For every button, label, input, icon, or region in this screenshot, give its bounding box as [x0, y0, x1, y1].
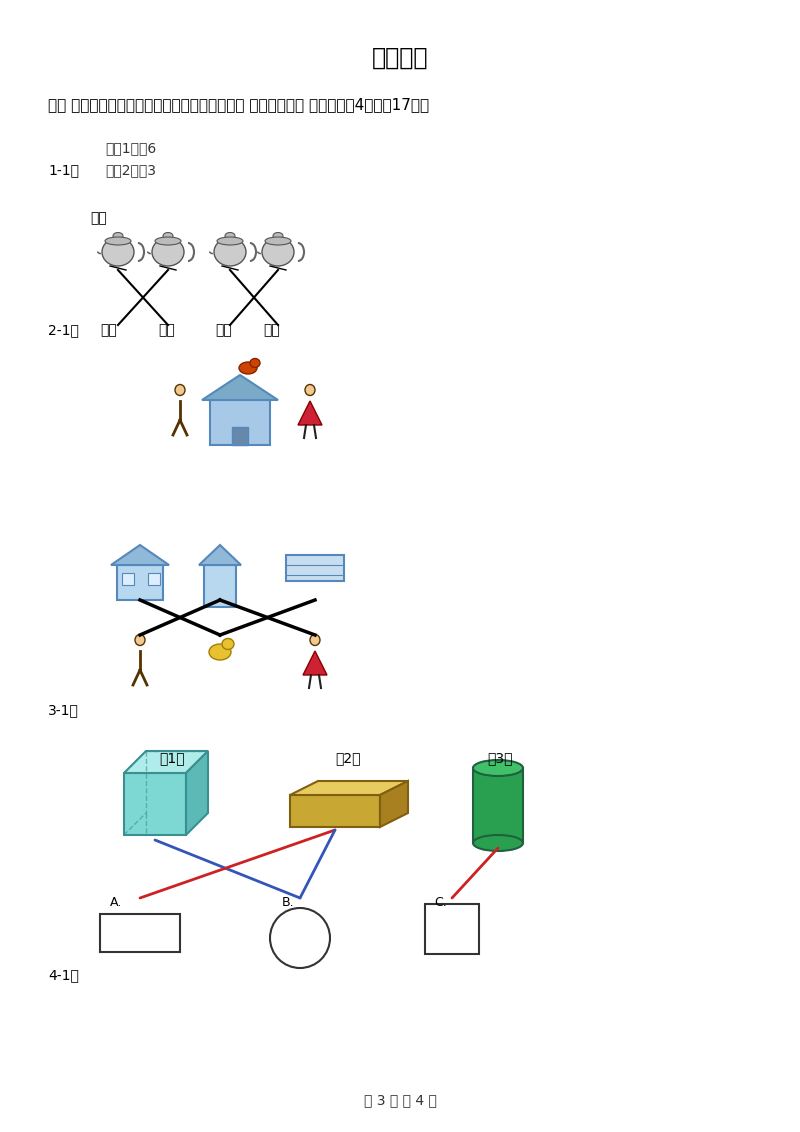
Ellipse shape — [102, 238, 134, 266]
Text: （3）: （3） — [487, 751, 513, 765]
Text: 小蕉: 小蕉 — [158, 323, 174, 337]
FancyBboxPatch shape — [122, 573, 134, 585]
Text: （2）: （2） — [335, 751, 361, 765]
Ellipse shape — [473, 835, 523, 851]
FancyBboxPatch shape — [117, 565, 163, 600]
Ellipse shape — [239, 362, 257, 374]
Ellipse shape — [105, 237, 131, 245]
FancyBboxPatch shape — [286, 555, 344, 581]
Circle shape — [270, 908, 330, 968]
Polygon shape — [124, 751, 208, 773]
Polygon shape — [186, 751, 208, 835]
Text: 参考答案: 参考答案 — [372, 46, 428, 70]
FancyBboxPatch shape — [425, 904, 479, 954]
Text: 解：: 解： — [90, 211, 106, 225]
Polygon shape — [199, 544, 241, 565]
Ellipse shape — [135, 635, 145, 645]
Text: 《第2空》3: 《第2空》3 — [105, 163, 156, 177]
Ellipse shape — [217, 237, 243, 245]
Ellipse shape — [222, 638, 234, 650]
Ellipse shape — [209, 644, 231, 660]
Text: 小红: 小红 — [263, 323, 280, 337]
Polygon shape — [202, 375, 278, 400]
Ellipse shape — [250, 359, 260, 368]
Text: 3-1、: 3-1、 — [48, 703, 79, 717]
Polygon shape — [124, 773, 186, 835]
Polygon shape — [380, 781, 408, 827]
FancyBboxPatch shape — [204, 565, 236, 607]
Ellipse shape — [473, 760, 523, 777]
FancyBboxPatch shape — [232, 427, 248, 445]
Ellipse shape — [305, 385, 315, 395]
Ellipse shape — [163, 232, 173, 240]
Ellipse shape — [262, 238, 294, 266]
Text: C.: C. — [434, 895, 446, 909]
Ellipse shape — [175, 385, 185, 395]
Text: 4-1、: 4-1、 — [48, 968, 79, 981]
Polygon shape — [298, 401, 322, 424]
Text: 《第1空》6: 《第1空》6 — [105, 142, 156, 155]
FancyBboxPatch shape — [210, 400, 270, 445]
Text: （1）: （1） — [159, 751, 185, 765]
Polygon shape — [303, 651, 327, 675]
Text: B.: B. — [282, 895, 294, 909]
Ellipse shape — [152, 238, 184, 266]
Ellipse shape — [214, 238, 246, 266]
FancyBboxPatch shape — [100, 914, 180, 952]
Ellipse shape — [155, 237, 181, 245]
Ellipse shape — [265, 237, 291, 245]
Polygon shape — [290, 781, 408, 795]
Text: 小军: 小军 — [100, 323, 117, 337]
Ellipse shape — [225, 232, 235, 240]
Text: 1-1、: 1-1、 — [48, 163, 79, 177]
Ellipse shape — [113, 232, 123, 240]
Ellipse shape — [273, 232, 283, 240]
Text: A.: A. — [110, 895, 122, 909]
Text: 小明: 小明 — [215, 323, 232, 337]
Ellipse shape — [310, 635, 320, 645]
Polygon shape — [290, 795, 380, 827]
Polygon shape — [111, 544, 169, 565]
Text: 2-1、: 2-1、 — [48, 323, 79, 337]
Text: 第 3 页 共 4 页: 第 3 页 共 4 页 — [363, 1094, 437, 1107]
Text: 一、 北师大版数学三年级上册第二单元第一课时 看一看（一） 同步测（关4题；共17分）: 一、 北师大版数学三年级上册第二单元第一课时 看一看（一） 同步测（关4题；共1… — [48, 97, 429, 112]
FancyBboxPatch shape — [473, 767, 523, 843]
FancyBboxPatch shape — [148, 573, 160, 585]
